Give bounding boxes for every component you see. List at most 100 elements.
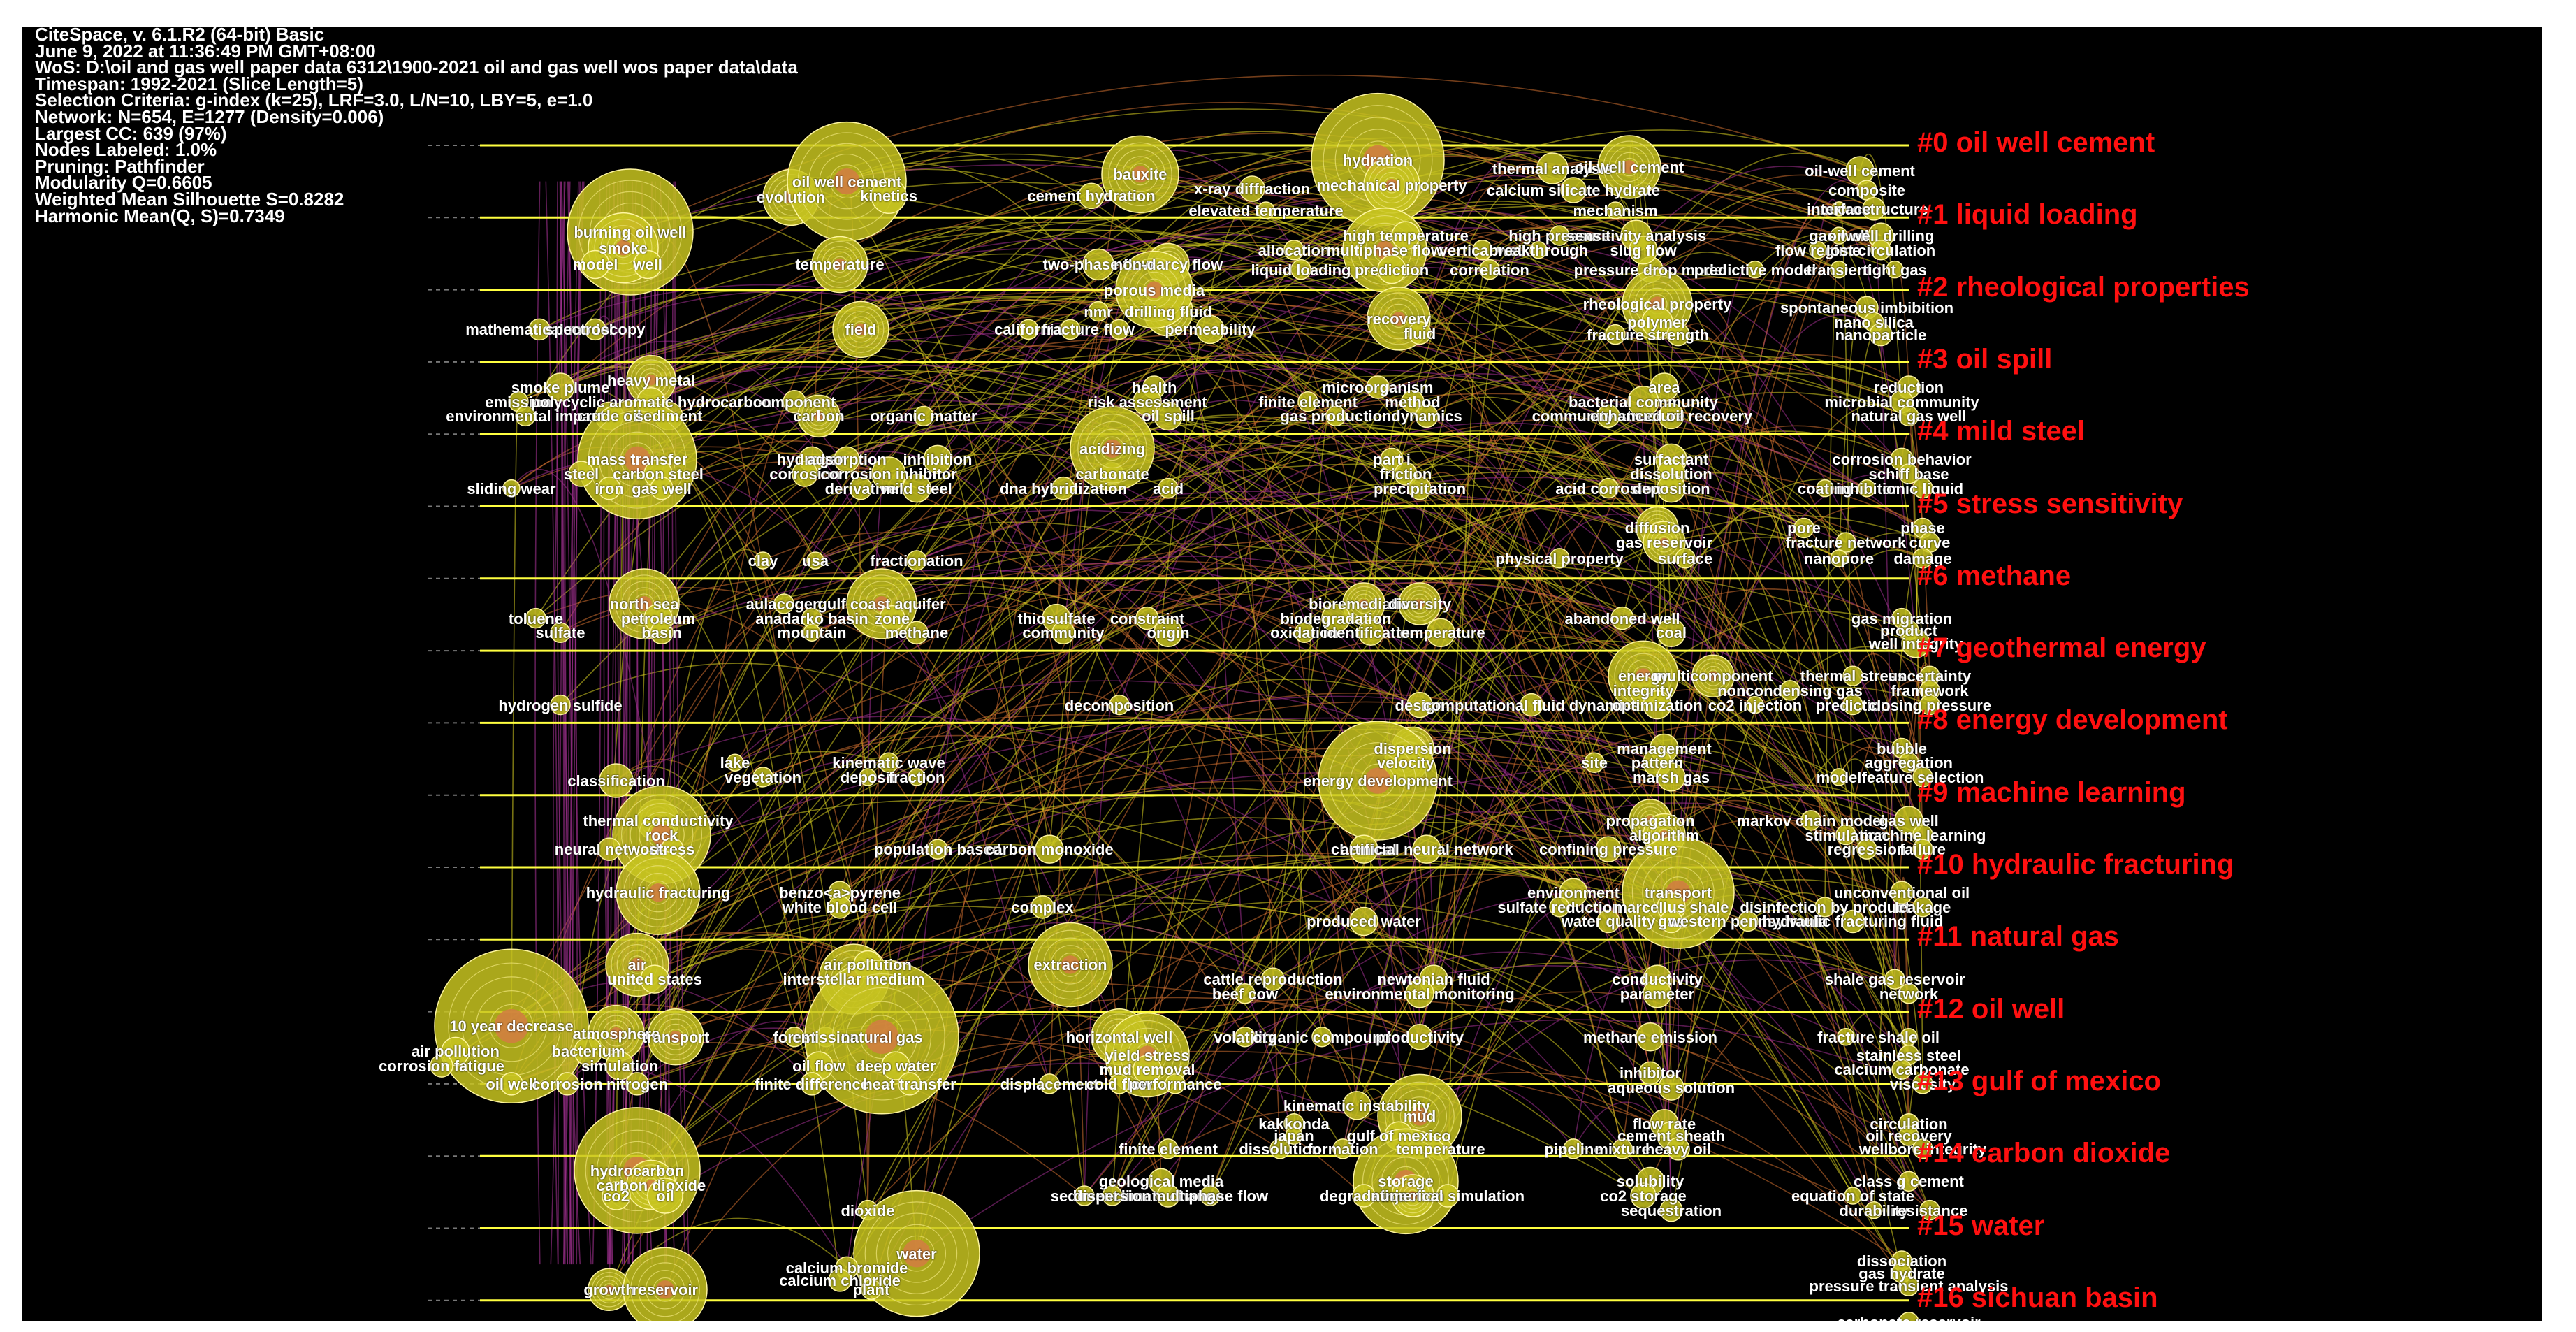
keyword-node[interactable]	[1898, 1275, 1919, 1296]
keyword-node[interactable]	[853, 1189, 980, 1317]
keyword-node[interactable]	[1342, 1091, 1371, 1120]
keyword-node[interactable]	[1321, 603, 1351, 633]
keyword-node[interactable]	[792, 461, 818, 487]
keyword-node[interactable]	[1898, 405, 1919, 427]
keyword-node[interactable]	[1830, 260, 1848, 279]
keyword-node[interactable]	[871, 456, 906, 491]
keyword-node[interactable]	[1912, 767, 1933, 788]
keyword-node[interactable]	[650, 476, 674, 500]
keyword-node[interactable]	[1629, 236, 1658, 265]
keyword-node[interactable]	[599, 763, 634, 798]
keyword-node[interactable]	[1641, 306, 1673, 338]
keyword-node[interactable]	[1200, 1185, 1221, 1206]
keyword-node[interactable]	[1643, 690, 1672, 720]
keyword-node[interactable]	[752, 767, 773, 788]
keyword-node[interactable]	[1610, 606, 1634, 630]
keyword-node[interactable]	[1101, 135, 1179, 214]
keyword-node[interactable]	[568, 461, 595, 487]
keyword-node[interactable]	[1598, 477, 1619, 499]
keyword-node[interactable]	[1605, 324, 1626, 345]
keyword-node[interactable]	[1912, 1073, 1933, 1094]
keyword-node[interactable]	[1035, 834, 1064, 864]
keyword-node[interactable]	[1898, 1312, 1919, 1321]
keyword-node[interactable]	[1529, 241, 1548, 259]
keyword-node[interactable]	[1816, 479, 1834, 498]
keyword-node[interactable]	[1595, 836, 1622, 862]
keyword-node[interactable]	[574, 1036, 603, 1066]
keyword-node[interactable]	[797, 394, 841, 438]
keyword-node[interactable]	[1239, 175, 1265, 202]
keyword-node[interactable]	[1031, 895, 1054, 919]
keyword-node[interactable]	[804, 960, 959, 1115]
keyword-node[interactable]	[1659, 1198, 1683, 1222]
keyword-node[interactable]	[1596, 909, 1620, 934]
keyword-node[interactable]	[1415, 404, 1439, 428]
keyword-node[interactable]	[1831, 201, 1847, 217]
keyword-node[interactable]	[1912, 1138, 1933, 1159]
keyword-node[interactable]	[1109, 1073, 1130, 1094]
keyword-node[interactable]	[906, 550, 927, 571]
keyword-node[interactable]	[898, 1072, 922, 1096]
keyword-node[interactable]	[1898, 1171, 1919, 1192]
keyword-node[interactable]	[806, 551, 824, 570]
keyword-node[interactable]	[1844, 1187, 1862, 1205]
keyword-node[interactable]	[1886, 260, 1904, 279]
keyword-node[interactable]	[1675, 548, 1696, 569]
keyword-node[interactable]	[1394, 462, 1418, 486]
keyword-node[interactable]	[1691, 654, 1735, 698]
keyword-node[interactable]	[927, 839, 948, 860]
keyword-node[interactable]	[597, 476, 621, 500]
keyword-node[interactable]	[878, 752, 899, 773]
keyword-node[interactable]	[1380, 447, 1404, 472]
keyword-node[interactable]	[1408, 321, 1432, 345]
keyword-node[interactable]	[1318, 721, 1438, 841]
keyword-node[interactable]	[1912, 477, 1933, 499]
keyword-node[interactable]	[502, 479, 521, 498]
keyword-node[interactable]	[1158, 477, 1179, 499]
keyword-node[interactable]	[803, 623, 821, 642]
keyword-node[interactable]	[1643, 521, 1686, 564]
keyword-node[interactable]	[1283, 240, 1304, 261]
keyword-node[interactable]	[1657, 473, 1686, 503]
keyword-node[interactable]	[616, 850, 701, 935]
keyword-node[interactable]	[1658, 403, 1684, 430]
keyword-node[interactable]	[625, 1072, 649, 1096]
keyword-node[interactable]	[1412, 834, 1441, 864]
keyword-node[interactable]	[1837, 1028, 1855, 1046]
keyword-node[interactable]	[1898, 752, 1919, 773]
keyword-node[interactable]	[1269, 1138, 1290, 1159]
keyword-node[interactable]	[1738, 911, 1759, 932]
keyword-node[interactable]	[1342, 582, 1385, 625]
keyword-node[interactable]	[1406, 1024, 1433, 1050]
keyword-node[interactable]	[1809, 241, 1827, 259]
keyword-node[interactable]	[1405, 979, 1434, 1008]
keyword-node[interactable]	[1919, 694, 1940, 716]
keyword-node[interactable]	[500, 1072, 523, 1096]
keyword-node[interactable]	[1165, 1073, 1186, 1094]
keyword-node[interactable]	[546, 372, 575, 402]
keyword-node[interactable]	[834, 446, 860, 473]
keyword-node[interactable]	[902, 473, 931, 503]
keyword-node[interactable]	[832, 301, 889, 359]
keyword-node[interactable]	[1294, 622, 1315, 644]
keyword-node[interactable]	[1261, 967, 1285, 991]
keyword-node[interactable]	[1235, 983, 1256, 1004]
keyword-node[interactable]	[811, 236, 868, 294]
keyword-node[interactable]	[1078, 182, 1105, 210]
keyword-node[interactable]	[881, 1051, 910, 1080]
keyword-node[interactable]	[525, 607, 546, 629]
keyword-node[interactable]	[1865, 1201, 1883, 1219]
keyword-node[interactable]	[1109, 319, 1130, 340]
keyword-node[interactable]	[1612, 1138, 1633, 1159]
keyword-node[interactable]	[1549, 548, 1570, 569]
keyword-node[interactable]	[828, 895, 852, 919]
keyword-node[interactable]	[1793, 517, 1814, 539]
keyword-node[interactable]	[1391, 1174, 1434, 1217]
keyword-node[interactable]	[908, 768, 926, 786]
keyword-node[interactable]	[1643, 979, 1672, 1008]
keyword-node[interactable]	[1800, 810, 1821, 831]
keyword-node[interactable]	[1560, 177, 1587, 203]
keyword-node[interactable]	[1479, 259, 1500, 280]
keyword-node[interactable]	[633, 249, 662, 280]
keyword-node[interactable]	[800, 1072, 824, 1096]
